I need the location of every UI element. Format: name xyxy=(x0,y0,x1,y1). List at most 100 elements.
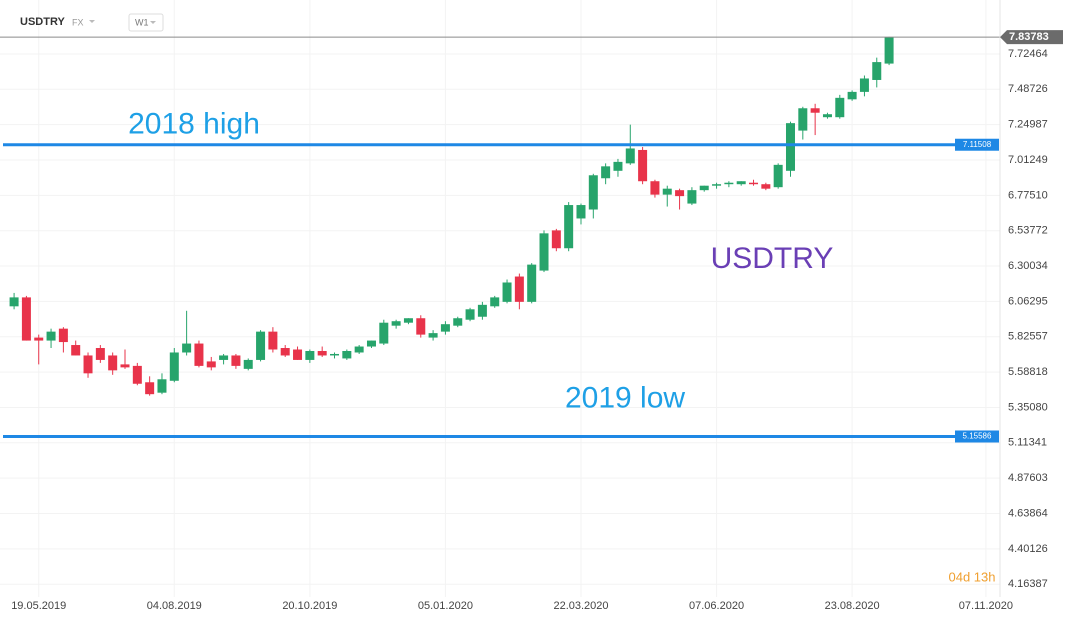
candle-body xyxy=(243,359,253,369)
candle-body xyxy=(872,62,882,80)
candle-body xyxy=(712,184,722,186)
candle-body xyxy=(330,353,340,356)
timeframe-box[interactable] xyxy=(128,13,164,32)
candle-body xyxy=(835,97,845,118)
timeframe[interactable]: W1 xyxy=(135,17,149,27)
candle-body xyxy=(21,297,31,341)
candle-body xyxy=(403,318,413,323)
y-tick-label: 7.72464 xyxy=(1008,48,1048,60)
candle-body xyxy=(157,379,167,393)
y-tick-label: 5.35080 xyxy=(1008,401,1048,413)
candle-body xyxy=(859,78,869,92)
candle-body xyxy=(785,123,795,171)
candle-body xyxy=(219,355,229,360)
candle-body xyxy=(601,166,611,179)
candle-body xyxy=(46,331,56,341)
candle-body xyxy=(428,333,438,338)
x-tick-label: 07.11.2020 xyxy=(959,600,1013,612)
level-annotation: 2019 low xyxy=(565,381,685,414)
dropdown-caret[interactable] xyxy=(150,21,156,24)
plot xyxy=(0,36,1000,438)
candle-body xyxy=(206,361,216,368)
candle-body xyxy=(9,297,19,307)
y-tick-label: 5.11341 xyxy=(1008,437,1047,449)
candle-body xyxy=(724,182,734,185)
candle-body xyxy=(465,309,475,320)
candle-body xyxy=(391,321,401,326)
candle-body xyxy=(108,355,118,371)
candle-body xyxy=(687,190,697,204)
x-tick-label: 22.03.2020 xyxy=(553,600,608,612)
candle-body xyxy=(58,328,68,343)
grid xyxy=(0,0,1000,597)
x-tick-label: 23.08.2020 xyxy=(825,600,880,612)
y-tick-label: 6.30034 xyxy=(1008,260,1048,272)
y-tick-label: 5.82557 xyxy=(1008,331,1048,343)
candle-body xyxy=(477,304,487,317)
candle-body xyxy=(34,337,44,341)
candle-body xyxy=(305,350,315,360)
x-tick-label: 07.06.2020 xyxy=(689,600,744,612)
last-price-tag xyxy=(1000,30,1063,45)
candle-body xyxy=(884,37,894,64)
y-tick-label: 5.58818 xyxy=(1008,366,1048,378)
y-tick-label: 7.01249 xyxy=(1008,154,1048,166)
candle-body xyxy=(576,205,586,219)
candle-body xyxy=(613,161,623,171)
y-tick-label: 4.63864 xyxy=(1008,507,1048,519)
last-price-label: 7.83783 xyxy=(1009,31,1049,43)
level-tag xyxy=(955,138,999,151)
candle-body xyxy=(453,318,463,326)
candle-body xyxy=(502,282,512,302)
candle-body xyxy=(120,364,130,368)
candle-body xyxy=(145,382,155,395)
candle-body xyxy=(662,188,672,195)
candle-body xyxy=(169,352,179,381)
level-annotation: 2018 high xyxy=(128,108,260,141)
candle-body xyxy=(182,343,192,353)
candle-body xyxy=(256,331,266,360)
candle-body xyxy=(625,148,635,164)
candle-body xyxy=(231,355,241,366)
candle-body xyxy=(675,190,685,197)
candle-body xyxy=(280,348,290,356)
candle-body xyxy=(761,184,771,189)
y-tick-label: 4.16387 xyxy=(1008,578,1048,590)
x-tick-label: 04.08.2019 xyxy=(147,600,202,612)
candle-body xyxy=(749,182,759,185)
candle-body xyxy=(268,331,278,350)
y-tick-label: 7.48726 xyxy=(1008,83,1048,95)
candle-body xyxy=(650,181,660,195)
candle-body xyxy=(379,322,389,344)
y-tick-label: 6.06295 xyxy=(1008,295,1048,307)
y-tick-label: 4.87603 xyxy=(1008,472,1048,484)
symbol[interactable]: USDTRY xyxy=(20,16,65,28)
candle-body xyxy=(822,114,832,118)
candle-body xyxy=(194,343,204,366)
candle-body xyxy=(490,297,500,307)
candle-body xyxy=(539,233,549,271)
x-tick-label: 19.05.2019 xyxy=(11,600,66,612)
level-tag xyxy=(955,430,999,443)
candle-body xyxy=(847,91,857,100)
y-tick-label: 4.40126 xyxy=(1008,543,1048,555)
y-tick-label: 7.24987 xyxy=(1008,119,1048,131)
candle-body xyxy=(699,185,709,191)
candle-body xyxy=(564,205,574,249)
candle-body xyxy=(416,318,426,335)
candle-body xyxy=(354,346,364,353)
candle-body xyxy=(95,348,105,360)
annotation: USDTRY xyxy=(711,242,834,275)
candle-body xyxy=(83,355,93,374)
y-tick-label: 6.53772 xyxy=(1008,225,1048,237)
x-tick-label: 20.10.2019 xyxy=(282,600,337,612)
level-label: 7.11508 xyxy=(963,140,992,149)
candle-body xyxy=(527,264,537,302)
candle-body xyxy=(71,345,81,356)
y-tick-label: 6.77510 xyxy=(1008,189,1048,201)
dropdown-caret[interactable] xyxy=(89,20,95,23)
candle-body xyxy=(132,365,142,384)
candle-body xyxy=(366,340,376,347)
